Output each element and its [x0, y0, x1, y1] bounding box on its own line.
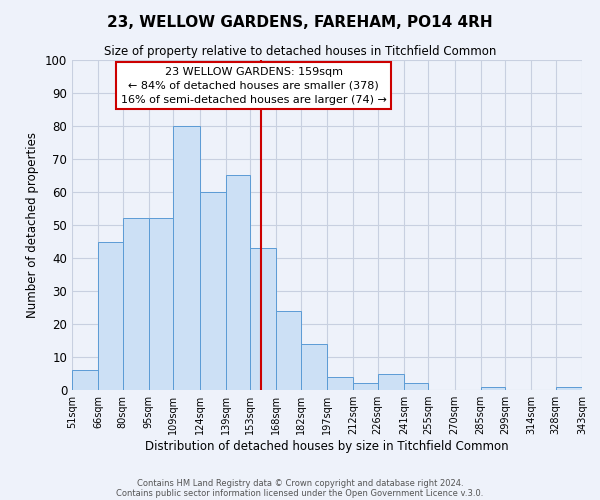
Bar: [122, 218, 149, 390]
Bar: [149, 218, 173, 390]
Bar: [327, 377, 353, 390]
Bar: [199, 192, 226, 390]
Bar: [301, 344, 327, 390]
Bar: [98, 242, 122, 390]
Y-axis label: Number of detached properties: Number of detached properties: [26, 132, 40, 318]
Bar: [277, 311, 301, 390]
Text: Contains public sector information licensed under the Open Government Licence v.: Contains public sector information licen…: [116, 488, 484, 498]
Bar: [404, 384, 428, 390]
Text: 23, WELLOW GARDENS, FAREHAM, PO14 4RH: 23, WELLOW GARDENS, FAREHAM, PO14 4RH: [107, 15, 493, 30]
Bar: [226, 176, 250, 390]
Bar: [377, 374, 404, 390]
Text: 23 WELLOW GARDENS: 159sqm
← 84% of detached houses are smaller (378)
16% of semi: 23 WELLOW GARDENS: 159sqm ← 84% of detac…: [121, 66, 386, 104]
X-axis label: Distribution of detached houses by size in Titchfield Common: Distribution of detached houses by size …: [145, 440, 509, 453]
Bar: [72, 370, 98, 390]
Bar: [353, 384, 377, 390]
Text: Contains HM Land Registry data © Crown copyright and database right 2024.: Contains HM Land Registry data © Crown c…: [137, 478, 463, 488]
Bar: [481, 386, 505, 390]
Text: Size of property relative to detached houses in Titchfield Common: Size of property relative to detached ho…: [104, 45, 496, 58]
Bar: [250, 248, 277, 390]
Bar: [173, 126, 199, 390]
Bar: [556, 386, 582, 390]
